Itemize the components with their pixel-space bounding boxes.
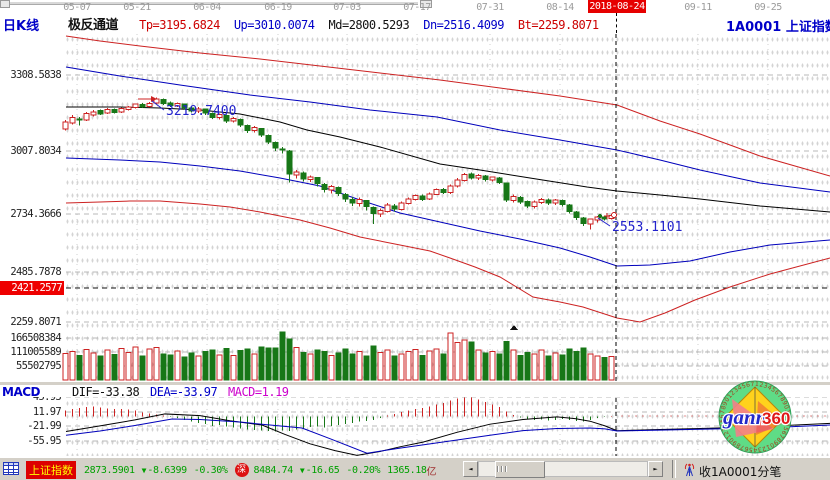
axis-label: -55.95 <box>27 435 61 447</box>
axis-label: -21.99 <box>27 420 61 432</box>
axis-label: 11.97 <box>32 406 62 418</box>
macd-dea-value: DEA=-33.97 <box>150 385 218 399</box>
axis-label: 2485.7878 <box>10 266 61 278</box>
scroll-track[interactable] <box>478 461 648 478</box>
macd-pane-label[interactable]: MACD <box>2 385 41 399</box>
shen-value: 8484.74 <box>253 464 294 476</box>
channel-indicator-name[interactable]: 极反通道 <box>68 18 119 33</box>
splitter-handle[interactable] <box>420 0 432 8</box>
scroll-thumb-grip <box>497 466 507 472</box>
channel-param: Bt=2259.8071 <box>517 18 599 32</box>
logo-number: 360 <box>762 409 790 428</box>
scroll-thumb[interactable] <box>495 461 545 478</box>
channel-param: Tp=3195.6824 <box>139 18 220 32</box>
date-tick: 06-04 <box>193 2 221 13</box>
date-tick: 08-14 <box>546 2 574 13</box>
index-change: -8.6399 <box>147 464 187 476</box>
indicator-header: 日K线 极反通道 1A0001 上证指数 Tp=3195.6824 Up=3010… <box>0 14 830 35</box>
date-tick: 07-03 <box>333 2 361 13</box>
scroll-left-button[interactable]: ◄ <box>463 461 478 477</box>
channel-param: Up=3010.0074 <box>233 18 315 32</box>
index-name-badge[interactable]: 上证指数 <box>26 461 76 479</box>
gann360-logo: 1234567890123456789012345678901234567890… <box>716 379 792 454</box>
down-triangle-icon: ▼ <box>141 465 147 475</box>
price-annotation: 3219.7400 <box>166 104 236 119</box>
splitter-handle[interactable] <box>0 0 10 8</box>
cursor-date-badge: 2018-08-24 <box>588 0 646 13</box>
date-tick: 07-17 <box>403 2 431 13</box>
macd-macd-value: MACD=1.19 <box>228 385 289 399</box>
statusbar-divider <box>672 460 676 478</box>
axis-label: 2734.3666 <box>10 208 61 220</box>
index-percent: -0.30% <box>193 464 228 476</box>
cursor-price-badge: 2421.2577 <box>0 281 64 295</box>
price-annotation: 2553.1101 <box>612 220 682 235</box>
shen-change: -16.65 <box>305 464 340 476</box>
splitter-track <box>10 2 418 5</box>
date-tick: 05-21 <box>123 2 151 13</box>
date-tick: 09-11 <box>684 2 712 13</box>
macd-header: MACD DIF=-33.38 DEA=-33.97 MACD=1.19 <box>0 385 830 399</box>
tick-mode-label[interactable]: 收1A0001分笔 <box>699 465 782 479</box>
index-value: 2873.5901 <box>84 464 135 476</box>
axis-label: 3308.5838 <box>10 69 61 81</box>
date-axis: 2018-08-24 05-07 05-21 06-04 06-19 07-03 07-1… <box>0 0 830 13</box>
horizontal-scrollbar[interactable]: ◄ ► <box>463 461 663 478</box>
amount-unit: 亿 <box>426 466 437 478</box>
status-bar: 上证指数 2873.5901 ▼ -8.6399 -0.30% 深 8484.7… <box>0 457 830 480</box>
date-tick: 07-31 <box>476 2 504 13</box>
shen-percent: -0.20% <box>346 464 381 476</box>
channel-param: Md=2800.5293 <box>328 18 410 32</box>
turnover-amount: 1365.18 <box>387 464 427 476</box>
macd-dif-value: DIF=-33.38 <box>72 385 140 399</box>
symbol-label[interactable]: 1A0001 上证指数 <box>726 20 830 35</box>
y-axis: 2421.2577 3308.5838 3007.8034 2734.3666 248… <box>0 0 64 457</box>
channel-param: Dn=2516.4099 <box>423 18 504 32</box>
crosshair-vline <box>616 13 617 33</box>
date-tick: 06-19 <box>264 2 292 13</box>
shenzhen-market-icon[interactable]: 深 <box>234 463 249 477</box>
kline-period-label[interactable]: 日K线 <box>3 19 40 34</box>
axis-label: 2259.8071 <box>10 316 61 328</box>
date-tick: 05-07 <box>63 2 91 13</box>
antenna-icon <box>682 461 697 480</box>
axis-label: 166508384 <box>10 332 61 344</box>
date-tick: 09-25 <box>754 2 782 13</box>
logo-word: gann <box>722 405 767 429</box>
chart-canvas[interactable]: 3219.7400 2553.1101 <box>0 33 830 457</box>
axis-label: 111005589 <box>10 346 61 358</box>
down-triangle-icon: ▼ <box>299 465 305 475</box>
scroll-right-button[interactable]: ► <box>648 461 663 477</box>
quote-grid-icon[interactable] <box>3 461 20 479</box>
top-splitter <box>0 0 830 8</box>
axis-label: 55502795 <box>16 360 62 372</box>
axis-label: 3007.8034 <box>10 145 61 157</box>
